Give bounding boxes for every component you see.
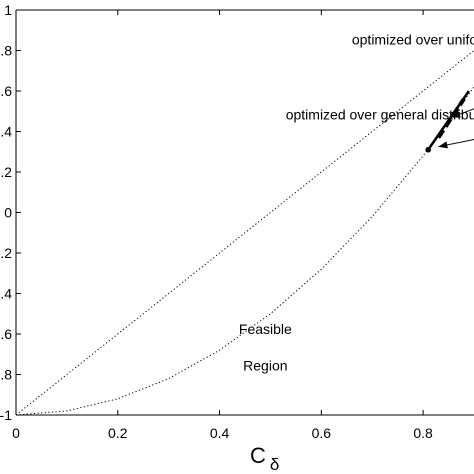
annotation-text-0: optimized over uniform distributions xyxy=(352,31,474,47)
y-tick-label: .2 xyxy=(0,164,12,180)
x-tick-label: 0.2 xyxy=(108,425,128,441)
x-tick-label: 0.8 xyxy=(413,425,433,441)
y-tick-label: 0 xyxy=(4,205,12,221)
annotation-text-1: optimized over general distributions xyxy=(286,106,474,122)
x-axis-label: C δ xyxy=(250,443,279,474)
x-axis-label-subscript: δ xyxy=(270,455,279,474)
annotation-arrow-1 xyxy=(438,138,474,149)
axes-layer: 0 0.2 0.4 0.6 0.8-1.8.6.4.20.2.4.6.81 xyxy=(0,2,474,441)
annotation-layer: optimized over uniform distributions opti… xyxy=(239,31,474,373)
y-tick-label: .4 xyxy=(0,124,12,140)
series-line-3 xyxy=(436,97,466,139)
y-tick-label: .6 xyxy=(0,83,12,99)
series-layer xyxy=(16,50,474,415)
y-tick-label: 1 xyxy=(4,2,12,18)
series-line-0 xyxy=(16,50,474,415)
y-tick-label: .8 xyxy=(0,43,12,59)
annotation-text-2: Feasible xyxy=(239,321,292,337)
annotation-text-3: Region xyxy=(243,357,287,373)
x-tick-label: 0.6 xyxy=(312,425,332,441)
y-tick-label: .6 xyxy=(0,326,12,342)
x-tick-label: 0.4 xyxy=(210,425,230,441)
y-tick-label: -1 xyxy=(0,407,12,423)
y-tick-label: .2 xyxy=(0,245,12,261)
x-axis-label-main: C xyxy=(250,443,266,468)
x-tick-label: 0 xyxy=(12,425,20,441)
series-endpoint-marker xyxy=(425,146,432,153)
y-tick-label: .4 xyxy=(0,286,12,302)
y-tick-label: .8 xyxy=(0,367,12,383)
